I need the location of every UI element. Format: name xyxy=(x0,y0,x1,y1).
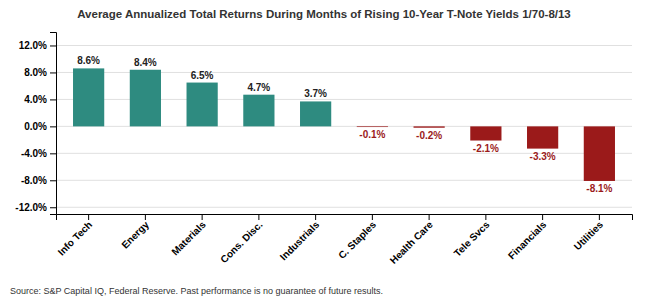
y-tick: -8.0% xyxy=(21,175,56,186)
grid-line xyxy=(56,207,632,208)
plot: -12.0% -8.0% -4.0% 0.0% 4.0% 8.0% 12.0% Info Te… xyxy=(15,33,632,267)
x-tick-label: Industrials xyxy=(278,219,322,263)
bar xyxy=(414,126,445,127)
y-tick-mark xyxy=(50,45,56,46)
x-tick-mark xyxy=(145,214,146,220)
x-axis: Info Tech Energy Materials Cons. Disc. Indus… xyxy=(56,214,633,266)
y-tick: 8.0% xyxy=(24,67,56,78)
y-tick-label: 4.0% xyxy=(24,94,47,105)
x-tick-mark xyxy=(599,214,600,220)
grid-line xyxy=(56,180,632,181)
x-tick-mark xyxy=(372,214,373,220)
y-tick-mark xyxy=(50,180,56,181)
bar xyxy=(357,126,388,128)
x-tick-label: Info Tech xyxy=(56,219,95,258)
annotation: Source: S&P Capital IQ, Federal Reserve.… xyxy=(10,286,383,296)
data-label: -3.3% xyxy=(530,151,556,162)
data-label: 3.7% xyxy=(304,88,327,99)
data-label: 4.7% xyxy=(247,82,270,93)
bar xyxy=(470,126,501,140)
y-tick-label: 8.0% xyxy=(24,67,47,78)
y-tick-label: -12.0% xyxy=(15,202,47,213)
y-tick-mark xyxy=(50,72,56,73)
x-tick: C. Staples xyxy=(336,214,378,261)
data-labels: 8.6% 8.4% 6.5% 4.7% 3.7% -0.1% -0.2% -2.1% -3.3%… xyxy=(77,55,612,194)
y-tick-mark xyxy=(50,126,56,127)
data-label: 6.5% xyxy=(191,70,214,81)
y-tick-label: 0.0% xyxy=(24,121,47,132)
x-tick-label: Financials xyxy=(506,219,549,262)
y-tick: 12.0% xyxy=(19,40,56,51)
chart: Average Annualized Total Returns During … xyxy=(0,0,648,302)
data-label: -2.1% xyxy=(473,143,499,154)
y-tick-mark xyxy=(50,207,56,208)
x-tick-mark xyxy=(429,214,430,220)
x-tick-mark xyxy=(88,214,89,220)
y-tick: 4.0% xyxy=(24,94,56,105)
y-tick: -4.0% xyxy=(21,148,56,159)
y-tick-label: -4.0% xyxy=(21,148,47,159)
data-label: -0.1% xyxy=(359,129,385,140)
x-tick-label: Cons. Disc. xyxy=(218,219,264,265)
x-tick: Industrials xyxy=(278,214,322,262)
x-tick: Info Tech xyxy=(56,214,95,258)
y-tick-label: 12.0% xyxy=(19,40,47,51)
title: Average Annualized Total Returns During … xyxy=(77,8,571,20)
x-tick-label: Materials xyxy=(169,219,208,258)
data-label: -8.1% xyxy=(586,183,612,194)
bars xyxy=(73,68,615,181)
x-tick-mark xyxy=(258,214,259,220)
y-tick: 0.0% xyxy=(24,121,56,132)
data-label: 8.6% xyxy=(77,55,100,66)
y-tick-label: -8.0% xyxy=(21,175,47,186)
grid xyxy=(56,45,632,207)
x-tick-label: C. Staples xyxy=(336,219,378,261)
y-axis-line xyxy=(50,33,57,215)
bar xyxy=(300,101,331,126)
x-tick: Health Care xyxy=(388,214,435,266)
y-tick-mark xyxy=(50,153,56,154)
x-tick-mark xyxy=(542,214,543,220)
x-tick: Materials xyxy=(169,214,208,257)
y-tick: -12.0% xyxy=(15,202,56,213)
x-tick-label: Utilities xyxy=(572,219,606,253)
bar xyxy=(187,83,218,127)
bar xyxy=(243,95,274,127)
x-tick: Cons. Disc. xyxy=(218,214,264,265)
x-tick: Energy xyxy=(119,214,151,251)
x-tick-mark xyxy=(485,214,486,220)
y-tick-mark xyxy=(50,99,56,100)
x-tick-mark xyxy=(202,214,203,220)
bar xyxy=(73,68,104,126)
x-tick: Tele Svcs xyxy=(452,214,492,259)
x-tick-mark xyxy=(315,214,316,220)
x-tick-label: Tele Svcs xyxy=(452,219,492,259)
x-tick: Utilities xyxy=(572,214,606,252)
bar xyxy=(527,126,558,148)
bar xyxy=(584,126,615,181)
y-axis: -12.0% -8.0% -4.0% 0.0% 4.0% 8.0% 12.0% xyxy=(15,33,56,215)
x-tick-label: Energy xyxy=(119,219,151,251)
bar xyxy=(130,70,161,127)
data-label: 8.4% xyxy=(134,57,157,68)
x-tick: Financials xyxy=(506,214,549,261)
x-tick-label: Health Care xyxy=(388,219,435,266)
grid-line xyxy=(56,45,632,46)
data-label: -0.2% xyxy=(416,130,442,141)
